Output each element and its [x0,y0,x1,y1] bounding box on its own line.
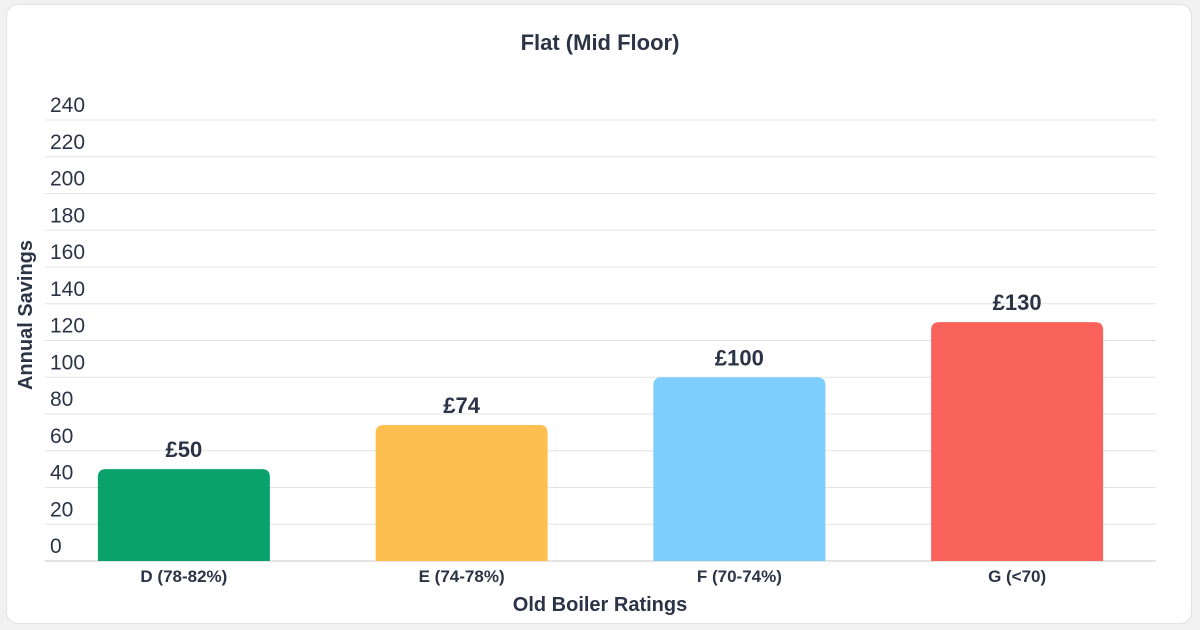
y-tick-label: 100 [50,351,85,374]
y-tick-label: 240 [50,94,85,117]
y-tick-label: 60 [50,425,73,448]
bar [653,377,826,561]
data-label: £130 [993,290,1042,315]
y-tick-label: 220 [50,131,85,154]
y-tick-label: 20 [50,498,73,521]
y-tick-label: 120 [50,315,85,338]
data-label: £50 [166,437,203,462]
data-label: £100 [715,345,764,370]
y-tick-label: 80 [50,388,73,411]
x-tick-label: G (<70) [988,567,1046,586]
y-axis-title: Annual Savings [15,240,37,390]
y-tick-label: 160 [50,241,85,264]
y-tick-label: 200 [50,168,85,191]
y-tick-label: 140 [50,278,85,301]
bar [97,469,270,561]
x-tick-label: F (70-74%) [697,567,782,586]
y-tick-label: 180 [50,204,85,227]
bar [931,322,1104,561]
bar [375,425,548,561]
x-tick-label: E (74-78%) [419,567,505,586]
data-label: £74 [443,393,480,418]
x-tick-label: D (78-82%) [140,567,227,586]
chart-title: Flat (Mid Floor) [520,30,680,55]
y-tick-label: 40 [50,462,73,485]
x-axis-title: Old Boiler Ratings [513,594,687,616]
y-tick-label: 0 [50,535,62,558]
